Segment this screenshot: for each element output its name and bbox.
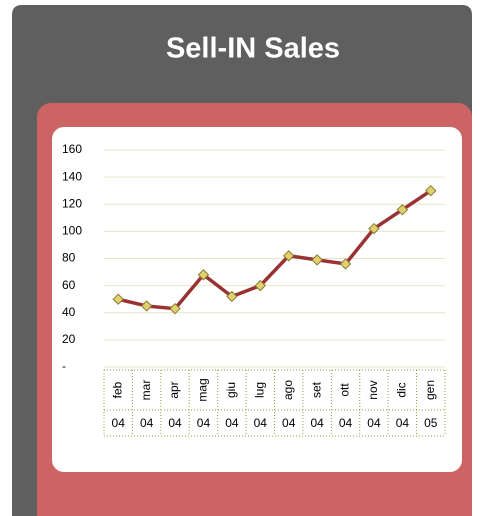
marker	[140, 300, 153, 312]
y-tick-label: 80	[62, 251, 76, 265]
x-tick-label: nov	[366, 380, 380, 399]
marker	[254, 279, 266, 292]
x-tick-year: 04	[140, 416, 154, 430]
y-tick-label: 60	[62, 278, 76, 292]
x-tick-label: ago	[281, 380, 295, 400]
x-tick-label: giu	[224, 382, 238, 398]
marker	[112, 293, 124, 305]
marker	[169, 302, 181, 315]
marker	[368, 222, 380, 235]
marker	[425, 184, 437, 197]
x-tick-year: 04	[367, 416, 381, 430]
marker	[396, 203, 409, 216]
marker	[311, 254, 323, 266]
x-tick-label: mag	[196, 378, 210, 401]
x-tick-year: 04	[197, 416, 211, 430]
x-tick-label: ott	[338, 383, 352, 397]
x-tick-year: 04	[225, 416, 239, 430]
x-tick-label: mar	[139, 380, 153, 401]
y-tick-label: 40	[62, 305, 76, 319]
x-tick-year: 04	[168, 416, 182, 430]
y-tick-label: 140	[62, 169, 82, 183]
x-tick-label: lug	[252, 382, 266, 398]
x-tick-label: gen	[423, 380, 437, 400]
x-tick-label: dic	[395, 382, 409, 397]
marker	[283, 250, 295, 262]
x-tick-year: 04	[310, 416, 324, 430]
chart-title: Sell-IN Sales	[166, 33, 340, 65]
y-tick-label: 100	[62, 224, 82, 238]
y-tick-label: 20	[62, 332, 76, 346]
x-tick-year: 05	[424, 416, 438, 430]
x-tick-year: 04	[282, 416, 296, 430]
marker	[197, 269, 210, 281]
marker	[226, 290, 238, 303]
y-tick-label: 160	[62, 142, 82, 156]
x-tick-year: 04	[112, 416, 126, 430]
y-tick-label: -	[62, 359, 66, 373]
x-tick-label: set	[309, 381, 323, 398]
x-tick-label: feb	[110, 381, 124, 398]
y-tick-label: 120	[62, 196, 82, 210]
x-tick-label: apr	[167, 381, 181, 398]
x-tick-year: 04	[339, 416, 353, 430]
x-tick-year: 04	[396, 416, 410, 430]
x-tick-year: 04	[254, 416, 268, 430]
marker	[339, 258, 352, 270]
